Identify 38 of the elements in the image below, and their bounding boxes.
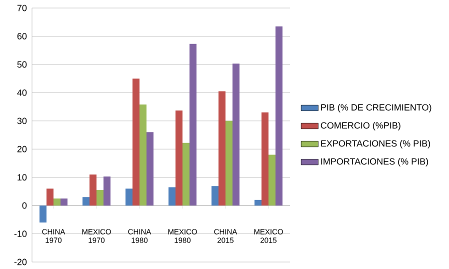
bar bbox=[262, 112, 268, 206]
y-tick-label: 60 bbox=[17, 33, 27, 40]
y-tick-label: 40 bbox=[17, 89, 27, 96]
bar bbox=[96, 190, 104, 206]
bar bbox=[168, 187, 176, 206]
bar bbox=[60, 198, 68, 206]
bar bbox=[268, 154, 276, 206]
y-tick-label: 50 bbox=[17, 61, 27, 68]
bar bbox=[226, 120, 233, 206]
legend-label: COMERCIO (%PIB) bbox=[320, 122, 400, 130]
y-tick-label: 70 bbox=[17, 4, 27, 12]
bar bbox=[254, 200, 262, 206]
y-tick-label: 30 bbox=[17, 118, 27, 124]
bar bbox=[232, 64, 240, 206]
bar bbox=[176, 110, 182, 206]
bar bbox=[140, 104, 147, 206]
bar bbox=[190, 44, 196, 206]
bar bbox=[82, 197, 90, 206]
y-tick-label: 0 bbox=[22, 202, 27, 209]
bar bbox=[104, 176, 110, 206]
y-tick-label: 10 bbox=[18, 174, 27, 181]
legend-label: IMPORTACIONES (% PIB) bbox=[321, 158, 428, 166]
bar bbox=[146, 132, 154, 206]
bar bbox=[132, 78, 140, 206]
y-tick-label: -20 bbox=[14, 258, 27, 266]
legend-label: EXPORTACIONES (% PIB) bbox=[321, 140, 430, 148]
bar bbox=[40, 206, 47, 222]
bar bbox=[218, 91, 226, 206]
bar bbox=[212, 186, 218, 206]
legend-label: PIB (% DE CRECIMIENTO) bbox=[321, 104, 432, 112]
bar bbox=[90, 174, 97, 206]
bar bbox=[46, 188, 54, 206]
bar bbox=[126, 188, 132, 206]
bar bbox=[276, 26, 282, 206]
y-tick-label: 20 bbox=[17, 146, 27, 152]
bar bbox=[54, 198, 61, 206]
bar bbox=[182, 142, 190, 206]
y-tick-label: -10 bbox=[14, 230, 27, 237]
